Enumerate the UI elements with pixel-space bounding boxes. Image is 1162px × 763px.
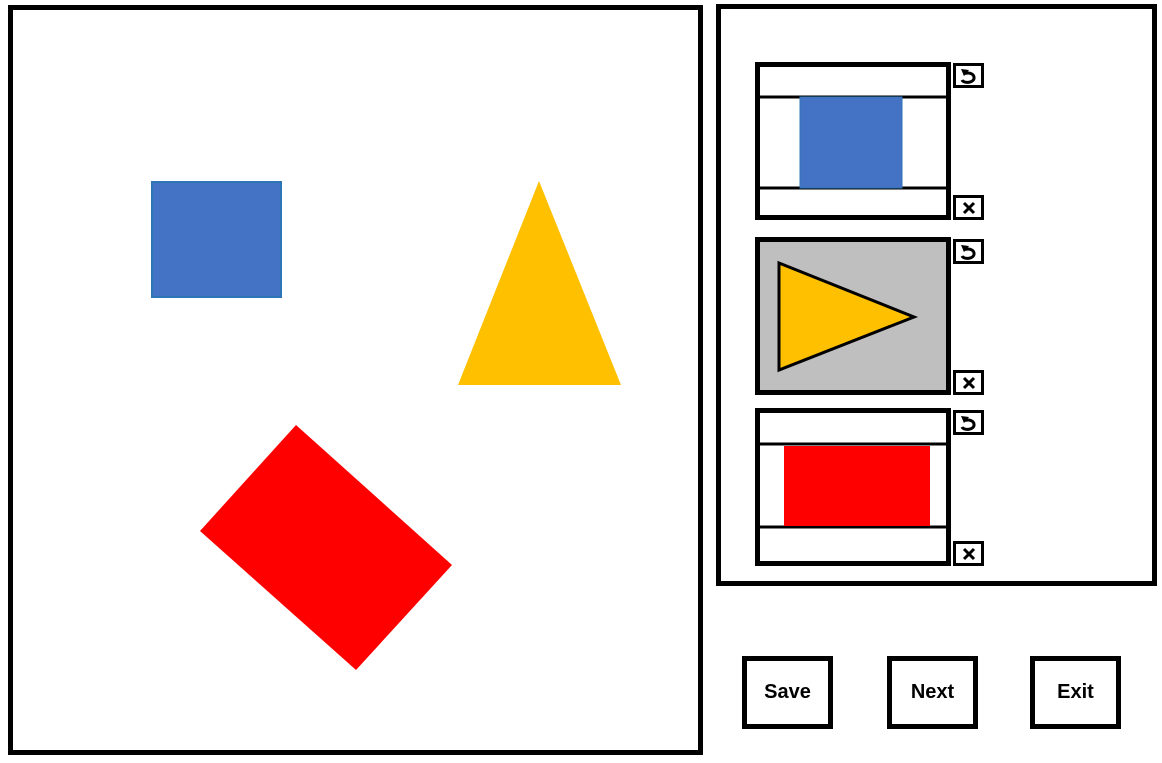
shape-list-panel <box>716 4 1157 586</box>
delete-button-1[interactable] <box>953 195 984 220</box>
yellow-triangle[interactable] <box>458 181 621 385</box>
rotate-button-2[interactable] <box>953 239 984 264</box>
rotate-icon <box>960 68 975 84</box>
thumbnail-square-preview <box>760 95 946 190</box>
thumbnail-rectangle[interactable] <box>755 408 951 566</box>
close-icon <box>962 376 975 389</box>
canvas-svg <box>151 181 621 670</box>
thumbnail-rectangle-preview <box>760 442 946 529</box>
blue-square[interactable] <box>151 181 282 298</box>
delete-button-2[interactable] <box>953 370 984 395</box>
rotate-icon <box>960 415 975 431</box>
rotate-button-3[interactable] <box>953 410 984 435</box>
close-icon <box>962 547 975 560</box>
rotate-button-1[interactable] <box>953 63 984 88</box>
red-rectangle[interactable] <box>200 425 452 670</box>
thumbnail-triangle-preview <box>777 260 919 373</box>
thumbnail-yellow-triangle <box>777 260 919 373</box>
close-icon <box>962 201 975 214</box>
save-button[interactable]: Save <box>742 656 833 729</box>
exit-button[interactable]: Exit <box>1030 656 1121 729</box>
next-button[interactable]: Next <box>887 656 978 729</box>
thumbnail-red-rectangle <box>784 446 930 526</box>
thumbnail-square[interactable] <box>755 62 951 220</box>
delete-button-3[interactable] <box>953 541 984 566</box>
rotate-icon <box>960 244 975 260</box>
thumbnail-blue-square <box>799 96 903 189</box>
drawing-canvas[interactable] <box>8 5 703 755</box>
thumbnail-triangle[interactable] <box>755 237 951 395</box>
